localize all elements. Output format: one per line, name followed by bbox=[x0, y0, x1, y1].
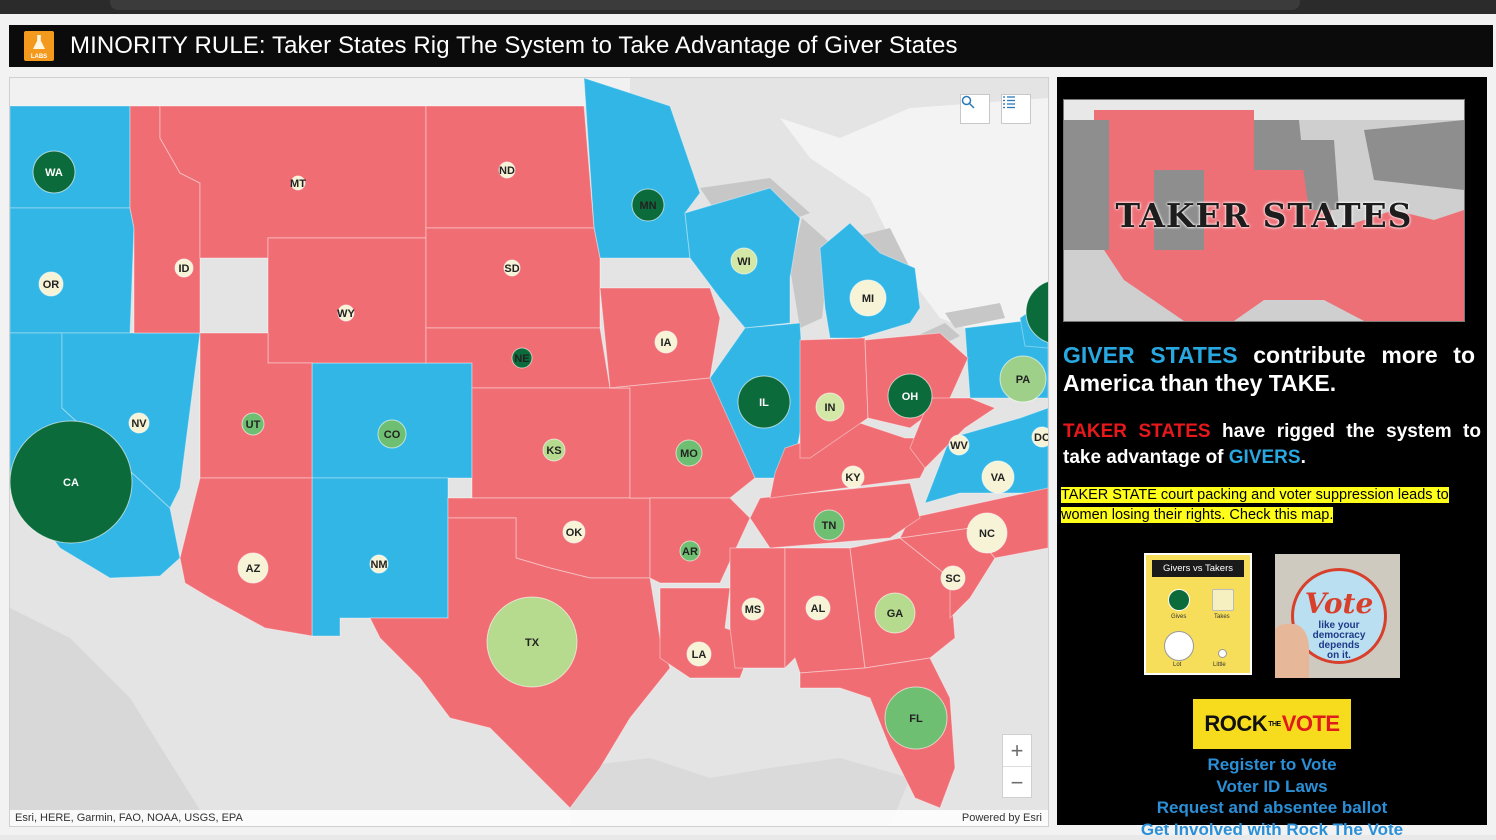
state-wy bbox=[268, 238, 426, 363]
highlight-note[interactable]: TAKER STATE court packing and voter supp… bbox=[1061, 485, 1481, 525]
label-pa: PA bbox=[1016, 374, 1031, 386]
legend-little-swatch bbox=[1218, 649, 1227, 658]
giver-paragraph: GIVER STATES contribute more to America … bbox=[1063, 341, 1475, 397]
absentee-ballot-link[interactable]: Request and absentee ballot bbox=[1057, 797, 1487, 819]
label-il: IL bbox=[759, 397, 769, 409]
voter-id-laws-link[interactable]: Voter ID Laws bbox=[1057, 776, 1487, 798]
map-legend-button[interactable] bbox=[1001, 94, 1031, 124]
label-ne: NE bbox=[514, 353, 529, 365]
legend-gives-label: Gives bbox=[1171, 614, 1186, 620]
label-ks: KS bbox=[546, 445, 561, 457]
label-al: AL bbox=[811, 603, 826, 615]
taker-period: . bbox=[1301, 447, 1306, 468]
label-nd: ND bbox=[499, 165, 515, 177]
legend-takes-label: Takes bbox=[1214, 614, 1230, 620]
label-ca: CA bbox=[63, 477, 79, 489]
search-icon bbox=[961, 95, 975, 109]
state-sd bbox=[426, 228, 600, 328]
givers-takers-legend: Givers vs Takers Gives Takes Lot Little bbox=[1144, 553, 1252, 675]
legend-lot-label: Lot bbox=[1173, 662, 1181, 668]
givers-term: GIVERS bbox=[1229, 447, 1301, 468]
app-logo[interactable]: LABS bbox=[24, 31, 54, 61]
zoom-in-button[interactable]: + bbox=[1003, 735, 1031, 766]
label-tn: TN bbox=[822, 520, 837, 532]
page-title: MINORITY RULE: Taker States Rig The Syst… bbox=[70, 32, 958, 60]
label-wi: WI bbox=[737, 256, 750, 268]
logo-text: LABS bbox=[24, 54, 54, 60]
legend-gives-swatch bbox=[1168, 589, 1190, 611]
label-dc: DC bbox=[1034, 432, 1048, 444]
label-id: ID bbox=[179, 263, 190, 275]
label-sd: SD bbox=[504, 263, 519, 275]
label-sc: SC bbox=[945, 573, 960, 585]
legend-lot-swatch bbox=[1164, 631, 1194, 661]
vote-sticker-title: Vote bbox=[1294, 587, 1384, 620]
rtv-vote: VOTE bbox=[1282, 711, 1340, 737]
label-nv: NV bbox=[131, 418, 147, 430]
giver-states-term: GIVER STATES bbox=[1063, 342, 1238, 368]
vote-links: Register to Vote Voter ID Laws Request a… bbox=[1057, 754, 1487, 840]
label-fl: FL bbox=[909, 713, 923, 725]
taker-states-caption: TAKER STATES bbox=[1064, 196, 1464, 235]
label-wa: WA bbox=[45, 167, 63, 179]
map-search-button[interactable] bbox=[960, 94, 990, 124]
label-az: AZ bbox=[246, 563, 261, 575]
taker-paragraph: TAKER STATES have rigged the system to t… bbox=[1063, 419, 1481, 471]
label-ky: KY bbox=[845, 472, 861, 484]
taker-states-term: TAKER STATES bbox=[1063, 421, 1211, 442]
taker-states-image: TAKER STATES bbox=[1063, 99, 1465, 322]
state-or bbox=[10, 208, 134, 333]
label-ia: IA bbox=[661, 337, 672, 349]
page: LABS MINORITY RULE: Taker States Rig The… bbox=[0, 14, 1496, 835]
header-bar: LABS MINORITY RULE: Taker States Rig The… bbox=[9, 25, 1493, 67]
zoom-out-button[interactable]: − bbox=[1003, 767, 1031, 798]
label-tx: TX bbox=[525, 637, 540, 649]
label-wv: WV bbox=[950, 440, 968, 452]
label-mn: MN bbox=[639, 200, 656, 212]
sidebar-panel: TAKER STATES GIVER STATES contribute mor… bbox=[1057, 77, 1487, 825]
flask-icon bbox=[33, 35, 45, 49]
label-ga: GA bbox=[887, 608, 904, 620]
rtv-the: THE bbox=[1268, 721, 1281, 728]
label-ms: MS bbox=[745, 604, 762, 616]
label-nm: NM bbox=[370, 559, 387, 571]
label-wy: WY bbox=[337, 308, 355, 320]
list-icon bbox=[1002, 95, 1016, 109]
map-view[interactable]: WA OR CA NV ID MT WY UT AZ CO NM ND SD N… bbox=[9, 77, 1049, 827]
register-to-vote-link[interactable]: Register to Vote bbox=[1057, 754, 1487, 776]
legend-title: Givers vs Takers bbox=[1152, 560, 1244, 577]
legend-little-label: Little bbox=[1213, 662, 1226, 668]
label-nc: NC bbox=[979, 528, 995, 540]
attribution-text[interactable]: Esri, HERE, Garmin, FAO, NOAA, USGS, EPA bbox=[15, 812, 243, 824]
hand-icon bbox=[1275, 624, 1309, 678]
label-mt: MT bbox=[290, 178, 306, 190]
label-oh: OH bbox=[902, 391, 919, 403]
label-in: IN bbox=[825, 402, 836, 414]
map-canvas[interactable]: WA OR CA NV ID MT WY UT AZ CO NM ND SD N… bbox=[10, 78, 1048, 826]
map-attribution: Esri, HERE, Garmin, FAO, NOAA, USGS, EPA… bbox=[10, 810, 1048, 826]
label-co: CO bbox=[384, 429, 401, 441]
address-bar[interactable] bbox=[110, 0, 1300, 10]
label-or: OR bbox=[43, 279, 60, 291]
label-ok: OK bbox=[566, 527, 583, 539]
state-wa bbox=[10, 106, 130, 208]
legend-takes-swatch bbox=[1212, 589, 1234, 611]
zoom-control: + − bbox=[1002, 734, 1032, 798]
label-ar: AR bbox=[682, 546, 698, 558]
label-mi: MI bbox=[862, 293, 874, 305]
highlight-link[interactable]: TAKER STATE court packing and voter supp… bbox=[1061, 487, 1449, 523]
browser-chrome bbox=[0, 0, 1496, 14]
label-ut: UT bbox=[246, 419, 261, 431]
get-involved-link[interactable]: Get Involved with Rock The Vote bbox=[1057, 819, 1487, 840]
vote-sticker-image[interactable]: Vote like your democracy depends on it. bbox=[1275, 554, 1400, 678]
rtv-rock: ROCK bbox=[1204, 711, 1267, 737]
label-la: LA bbox=[692, 649, 707, 661]
powered-by-link[interactable]: Powered by Esri bbox=[962, 812, 1042, 824]
label-mo: MO bbox=[680, 448, 698, 460]
label-va: VA bbox=[991, 472, 1006, 484]
